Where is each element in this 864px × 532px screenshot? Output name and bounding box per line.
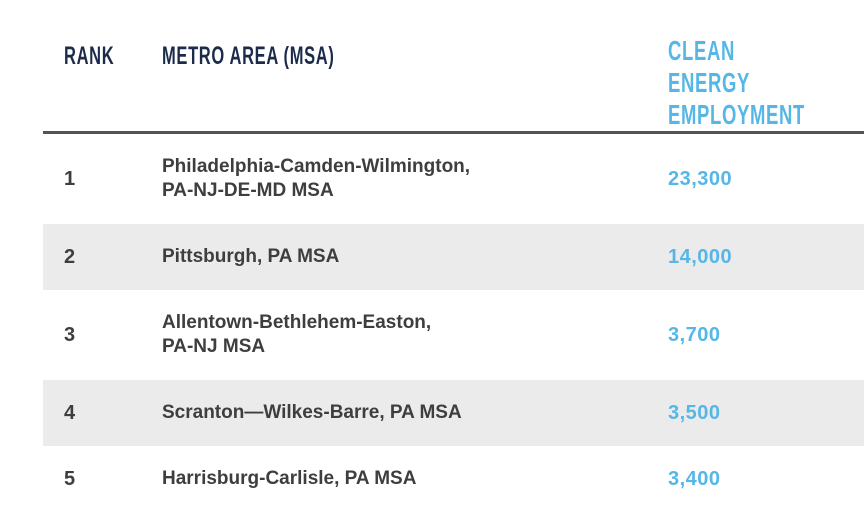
rank-column-header-label: RANK (64, 42, 115, 70)
rank-cell: 3 (64, 323, 76, 346)
table-row: 3 Allentown-Bethlehem-Easton, PA-NJ MSA … (43, 290, 864, 380)
rank-column-header: RANK (43, 30, 114, 134)
employment-cell: 3,700 (668, 323, 721, 346)
clean-energy-employment-column-header-label: CLEAN ENERGY EMPLOYMENT (668, 35, 805, 130)
employment-cell: 23,300 (668, 167, 733, 190)
rank-cell: 5 (64, 467, 76, 490)
metro-cell: Allentown-Bethlehem-Easton, PA-NJ MSA (162, 312, 432, 357)
employment-cell: 14,000 (652, 224, 864, 290)
metro-cell: Scranton—Wilkes-Barre, PA MSA (102, 380, 652, 446)
metro-area-column-header-label: METRO AREA (MSA) (162, 42, 335, 70)
table-row: 4 Scranton—Wilkes-Barre, PA MSA 3,500 (43, 380, 864, 446)
metro-cell: Pittsburgh, PA MSA (102, 224, 652, 290)
employment-cell: 3,400 (668, 467, 721, 490)
employment-cell: 3,500 (652, 380, 864, 446)
metro-area-column-header: METRO AREA (MSA) (102, 30, 652, 134)
clean-energy-employment-table: RANK METRO AREA (MSA) CLEAN ENERGY EMPLO… (43, 30, 864, 512)
table-row: 5 Harrisburg-Carlisle, PA MSA 3,400 (43, 446, 864, 512)
rank-cell: 4 (43, 380, 102, 446)
clean-energy-employment-column-header: CLEAN ENERGY EMPLOYMENT (652, 30, 864, 134)
rank-cell: 1 (64, 167, 76, 190)
report-page: RANK METRO AREA (MSA) CLEAN ENERGY EMPLO… (0, 30, 864, 532)
metro-cell: Philadelphia-Camden-Wilmington, PA-NJ-DE… (162, 156, 471, 201)
header-row: RANK METRO AREA (MSA) CLEAN ENERGY EMPLO… (43, 30, 864, 134)
table-row: 1 Philadelphia-Camden-Wilmington, PA-NJ-… (43, 133, 864, 225)
table-row: 2 Pittsburgh, PA MSA 14,000 (43, 224, 864, 290)
rank-cell: 2 (43, 224, 102, 290)
metro-cell: Harrisburg-Carlisle, PA MSA (162, 468, 417, 489)
